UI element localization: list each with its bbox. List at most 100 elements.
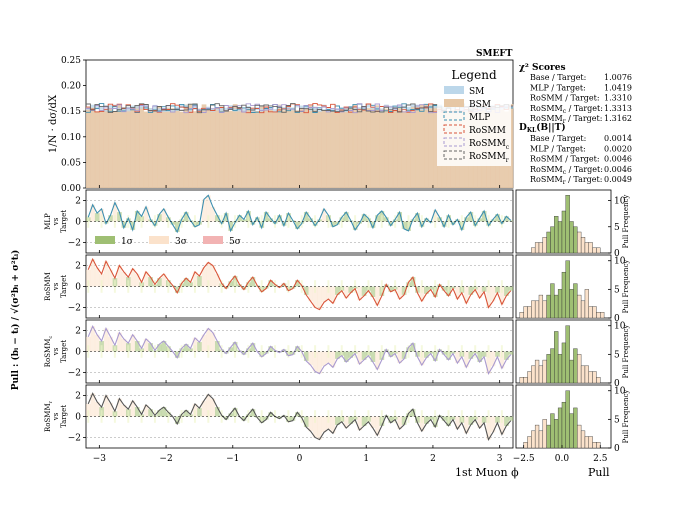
pull-bar [94,213,100,222]
pull-bar [250,409,256,417]
pull-bar [303,416,309,427]
hist-bar [538,242,544,254]
bsm-bar [410,105,416,188]
hist-bar [546,294,551,319]
hist-y-axis-label: Pull Frequency [622,390,630,444]
sm-bar-top [126,108,131,112]
hist-bar [565,390,570,449]
pull-stripe [287,280,290,293]
pull-stripe [380,280,383,293]
pull-bar [419,416,425,432]
bsm-bar [379,108,385,188]
kl-row-label: RoSMMc / Target: [530,165,603,176]
chi2-row-sub: r [563,118,566,125]
pull-bar [108,336,113,352]
pull-bar [415,351,420,357]
bsm-bar [241,110,247,188]
hist-bar [554,419,559,449]
hist-bar [569,359,574,384]
pull-bar [357,351,362,365]
pull-stripe [487,345,490,358]
pull-y-tick-label: 2 [75,327,81,337]
pull-bar [108,269,113,287]
pull-bar [228,221,233,231]
bsm-bar [157,106,162,188]
hist-bar [588,242,593,254]
pull-bar [121,271,127,287]
sm-bar-top [103,108,109,112]
bsm-bar [299,107,305,188]
pull-stripe [447,345,450,358]
kl-title: DKL(B||T) [519,122,566,134]
pull-bar [410,343,416,352]
x-tick-label: 1 [363,454,369,464]
sm-bar-top [361,106,367,110]
pull-stripe [380,345,383,358]
bsm-bar [117,105,122,188]
bsm-bar [361,108,367,188]
pull-bar [455,351,460,364]
hist-bar [538,430,544,449]
pull-bar [486,286,491,308]
hist-bar [569,221,574,254]
bsm-bar [312,106,318,188]
pull-stripe [500,410,503,423]
main-y-tick-label: 0.10 [61,133,81,143]
pull-bar [424,286,429,294]
pull-stripe [447,410,450,423]
x-tick-label: 2 [430,454,436,464]
legend-label-3: RoSMM [469,126,506,136]
hist-bar [534,242,540,254]
pull-bar [161,407,167,417]
pull-panel-target: Target [60,340,68,363]
sm-bar-top [170,109,176,113]
pull-bar [455,286,460,300]
pull-stripe [500,280,503,293]
bsm-bar [263,109,269,188]
legend-title: Legend [451,68,497,82]
pull-bar [290,351,296,355]
pull-bar [312,416,318,438]
bsm-bar [357,109,363,188]
pull-bar [481,416,487,423]
kl-row-label: MLP / Target: [530,144,586,153]
pull-bar [375,215,380,222]
pull-bar [397,212,403,222]
hist-bar [534,300,540,319]
bsm-bar [126,108,131,188]
sigma-legend-swatch [203,236,223,244]
hist-bar [546,424,551,449]
pull-bar [401,221,407,229]
hist-bar [534,424,540,449]
hist-bar [527,436,532,449]
hist-bar [527,306,532,319]
bsm-bar [161,110,167,188]
pull-bar [308,416,314,432]
pull-bar [375,416,380,436]
hist-bar [561,342,566,384]
hist-y-axis-label: Pull Frequency [622,325,630,379]
pull-stripe [140,280,143,293]
pull-bar [410,409,416,417]
pull-bar [388,351,394,357]
chi2-title: χ² Scores [519,63,566,73]
pull-bar [214,407,220,417]
hist-bar [573,348,578,384]
pull-bar [210,398,216,417]
pull-stripe [260,410,263,423]
pull-bar [174,351,180,358]
chi2-row-value: 1.3310 [604,94,632,103]
pull-bar [450,351,456,354]
pull-bar [143,206,149,222]
pull-bar [103,395,109,417]
pull-bar [495,351,500,357]
sm-bar-top [406,106,411,110]
pull-stripe [247,215,250,228]
sm-bar-top [219,108,225,112]
pull-bar [424,351,429,358]
hist-bar [557,354,563,384]
pull-stripe [167,280,170,293]
pull-stripe [140,410,143,423]
kl-row-suffix: / Target: [566,165,603,174]
pull-bar [477,416,483,429]
